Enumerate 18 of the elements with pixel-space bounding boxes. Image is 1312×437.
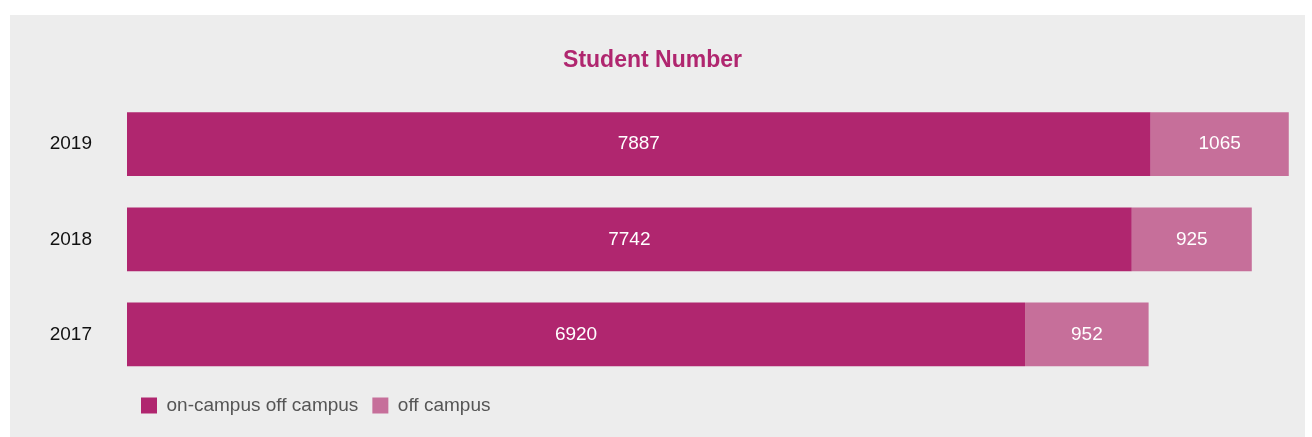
bar (127, 112, 1151, 177)
data-label: 6920 (554, 322, 598, 344)
y-tick-label: 2017 (49, 322, 92, 344)
bar (1131, 207, 1252, 272)
legend-label: on-campus off campus (166, 393, 359, 415)
data-label: 925 (1175, 227, 1208, 249)
legend-label: off campus (397, 393, 491, 415)
data-label: 7742 (608, 227, 651, 249)
y-tick-label: 2018 (49, 227, 92, 249)
data-label: 952 (1070, 322, 1103, 344)
y-tick-label: 2019 (49, 132, 92, 154)
data-label: 1065 (1198, 132, 1241, 154)
chart-title: Student Number (563, 46, 742, 73)
data-label: 7887 (617, 132, 660, 154)
bar (127, 302, 1026, 367)
bar (1025, 302, 1149, 367)
bar (127, 207, 1132, 272)
bar (1150, 112, 1289, 177)
